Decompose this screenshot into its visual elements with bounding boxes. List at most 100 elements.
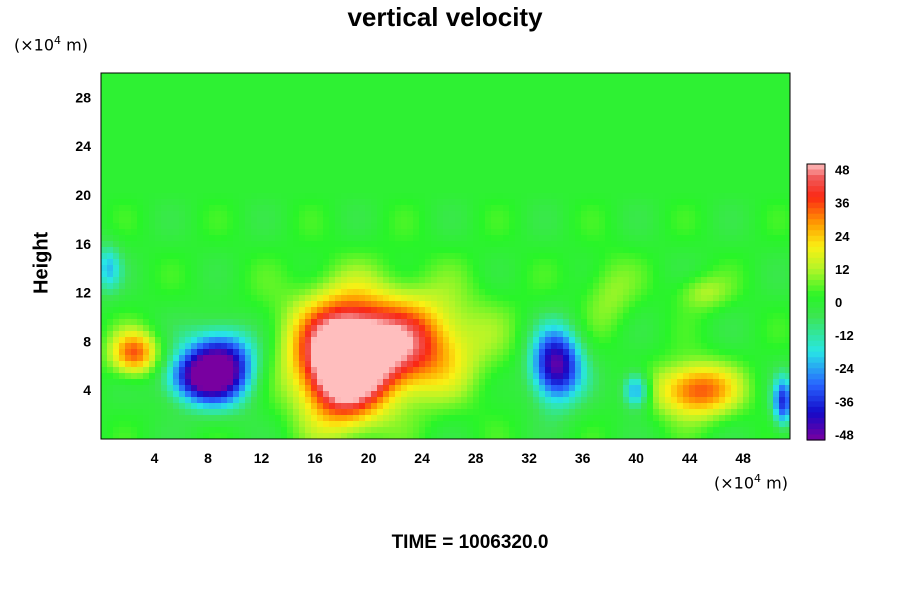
field-cell [707,121,714,128]
field-cell [383,169,390,176]
field-cell [161,193,168,200]
field-cell [533,139,540,146]
field-cell [575,325,582,332]
field-cell [275,193,282,200]
field-cell [413,313,420,320]
field-cell [587,187,594,194]
field-cell [521,109,528,116]
field-cell [119,265,126,272]
field-cell [245,289,252,296]
field-cell [437,163,444,170]
field-cell [623,97,630,104]
field-cell [155,199,162,206]
field-cell [581,181,588,188]
field-cell [761,325,768,332]
field-cell [455,211,462,218]
field-cell [737,217,744,224]
field-cell [503,169,510,176]
field-cell [389,313,396,320]
field-cell [479,199,486,206]
field-cell [659,133,666,140]
field-cell [329,271,336,278]
field-cell [107,253,114,260]
field-cell [125,331,132,338]
field-cell [503,85,510,92]
field-cell [299,253,306,260]
field-cell [749,247,756,254]
field-cell [407,85,414,92]
field-cell [107,139,114,146]
field-cell [185,187,192,194]
field-cell [443,295,450,302]
field-cell [707,199,714,206]
field-cell [251,247,258,254]
field-cell [359,259,366,266]
field-cell [767,187,774,194]
field-cell [689,253,696,260]
field-cell [335,295,342,302]
field-cell [725,163,732,170]
field-cell [611,79,618,86]
field-cell [107,259,114,266]
field-cell [221,289,228,296]
field-cell [641,151,648,158]
field-cell [539,283,546,290]
field-cell [773,199,780,206]
field-cell [749,295,756,302]
field-cell [581,277,588,284]
field-cell [533,103,540,110]
field-cell [419,247,426,254]
field-cell [479,217,486,224]
field-cell [425,109,432,116]
field-cell [629,115,636,122]
field-cell [491,271,498,278]
field-cell [419,241,426,248]
field-cell [761,193,768,200]
field-cell [239,157,246,164]
field-cell [251,181,258,188]
field-cell [773,301,780,308]
field-cell [503,211,510,218]
field-cell [485,229,492,236]
field-cell [377,151,384,158]
field-cell [269,289,276,296]
field-cell [323,181,330,188]
field-cell [311,331,318,338]
field-cell [335,313,342,320]
field-cell [317,79,324,86]
field-cell [287,127,294,134]
field-cell [491,295,498,302]
field-cell [707,277,714,284]
field-cell [611,115,618,122]
field-cell [323,271,330,278]
field-cell [641,115,648,122]
field-cell [509,325,516,332]
field-cell [107,289,114,296]
field-cell [365,199,372,206]
field-cell [647,115,654,122]
field-cell [197,319,204,326]
field-cell [503,175,510,182]
field-cell [563,247,570,254]
field-cell [293,157,300,164]
field-cell [113,73,120,80]
field-cell [725,79,732,86]
field-cell [365,217,372,224]
field-cell [263,325,270,332]
field-cell [467,259,474,266]
field-cell [599,85,606,92]
field-cell [161,121,168,128]
field-cell [101,325,108,332]
field-cell [257,259,264,266]
field-cell [707,313,714,320]
field-cell [137,235,144,242]
field-cell [281,313,288,320]
field-cell [653,121,660,128]
field-cell [485,217,492,224]
field-cell [749,103,756,110]
field-cell [617,163,624,170]
field-cell [275,223,282,230]
field-cell [527,229,534,236]
field-cell [185,199,192,206]
field-cell [521,115,528,122]
